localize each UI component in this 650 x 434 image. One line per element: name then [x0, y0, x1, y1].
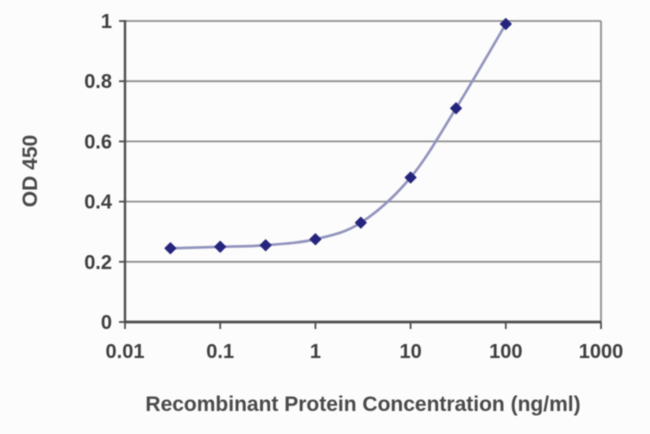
y-tick-label: 1 [101, 11, 112, 33]
data-point-marker [354, 216, 367, 229]
y-tick-label: 0.2 [84, 252, 112, 274]
data-point-marker [404, 171, 417, 184]
data-point-marker [499, 18, 512, 31]
data-series-group [164, 18, 512, 255]
data-curve [170, 23, 507, 250]
data-point-marker [309, 233, 322, 246]
data-point-marker [450, 102, 463, 115]
gridlines-group [125, 20, 601, 263]
tick-labels-group: 0 0.2 0.4 0.6 0.8 1 0.01 0.1 1 10 100 1000 [84, 11, 623, 363]
data-point-marker [164, 242, 177, 255]
x-tick-label: 0.01 [106, 341, 145, 363]
x-tick-label: 1 [310, 341, 321, 363]
x-tick-label: 1000 [579, 341, 624, 363]
data-point-marker [214, 240, 227, 253]
y-tick-label: 0.4 [84, 192, 113, 214]
y-axis-title: OD 450 [19, 135, 42, 207]
x-tick-label: 100 [489, 341, 522, 363]
x-axis-title: Recombinant Protein Concentration (ng/ml… [145, 393, 580, 416]
axes-group [119, 20, 602, 329]
y-tick-label: 0.8 [84, 71, 112, 93]
y-tick-label: 0.6 [84, 131, 112, 153]
y-tick-label: 0 [101, 312, 112, 334]
x-tick-label: 0.1 [206, 341, 234, 363]
x-tick-label: 10 [399, 341, 421, 363]
data-point-marker [259, 239, 272, 252]
